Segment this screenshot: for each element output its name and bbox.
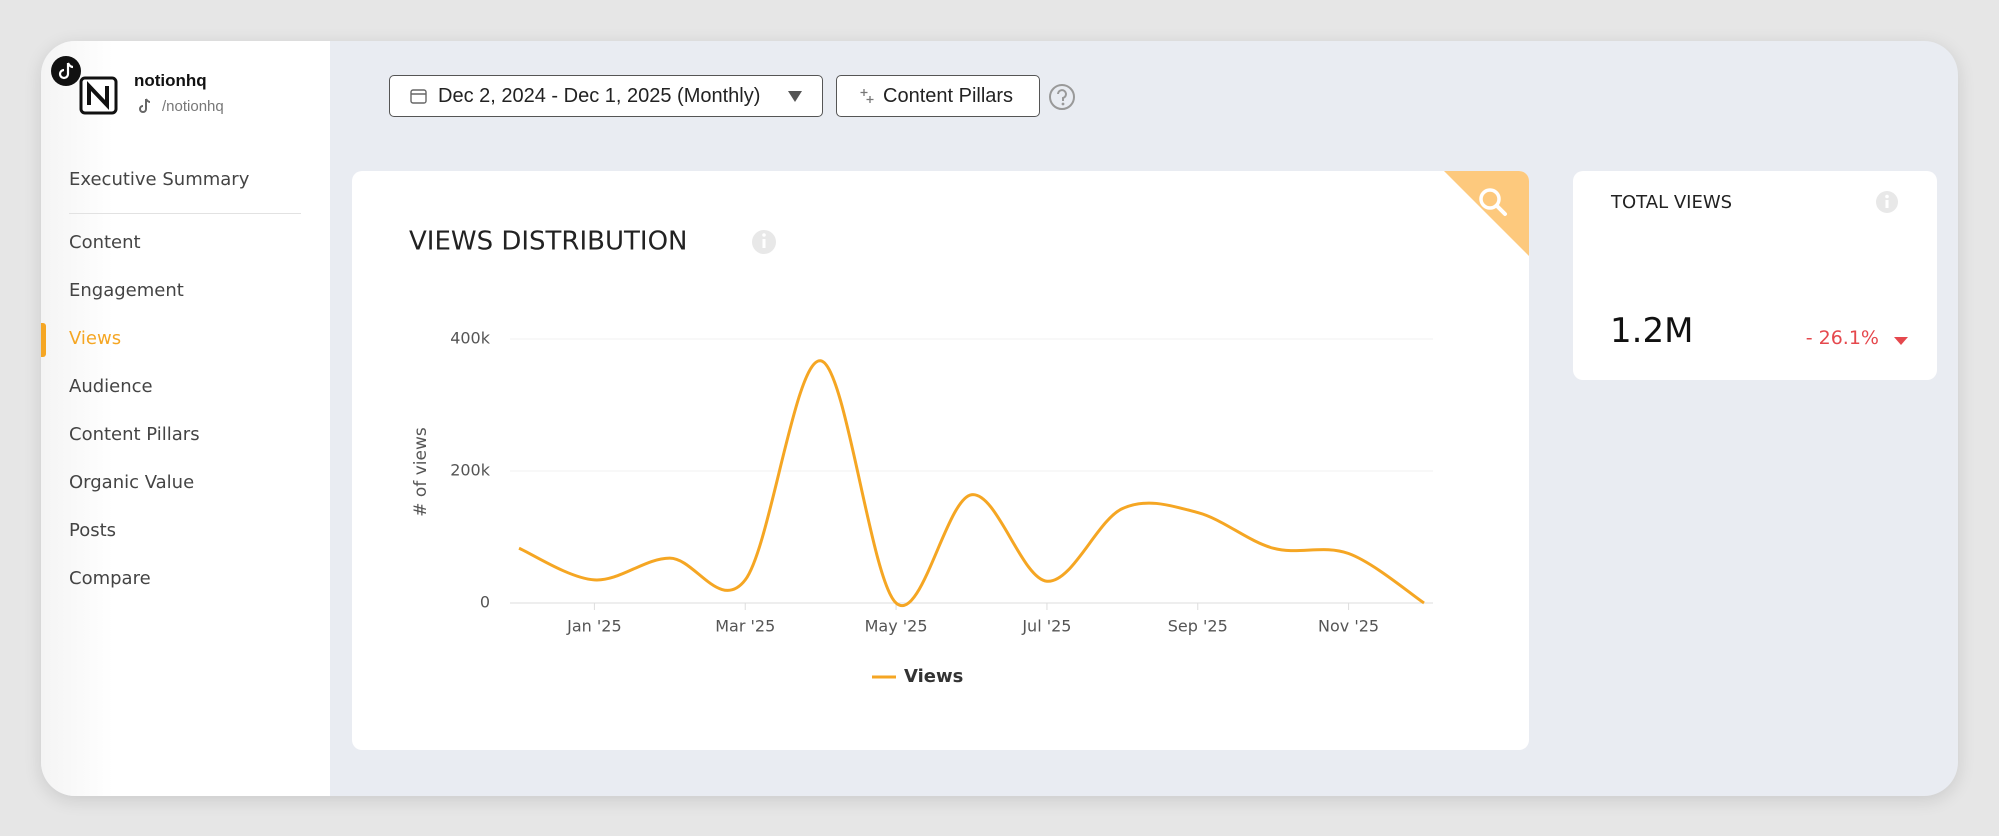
chart: VIEWS DISTRIBUTION # of views 0 200k 400k J… (409, 171, 1529, 687)
y-tick-label: 0 (480, 593, 490, 612)
x-tick-label: Jul '25 (1021, 617, 1071, 636)
nav-item[interactable]: Executive Summary (69, 169, 250, 190)
y-tick-label: 400k (450, 329, 491, 348)
x-tick-label: Sep '25 (1168, 617, 1228, 636)
y-axis-label: # of views (411, 427, 431, 517)
x-tick-label: Jan '25 (566, 617, 622, 636)
sidebar: notionhq /notionhq Executive Summary Cont… (41, 41, 330, 796)
filter-label: Content Pillars (883, 84, 1014, 107)
total-views-value: 1.2M (1610, 311, 1694, 351)
nav-item[interactable]: Content Pillars (69, 424, 200, 445)
down-arrow (1894, 337, 1908, 345)
total-views-title: TOTAL VIEWS (1611, 192, 1733, 213)
nav-item[interactable]: Views (69, 328, 122, 349)
x-tick-label: Mar '25 (715, 617, 775, 636)
views-card: VIEWS DISTRIBUTION # of views 0 200k 400k J… (352, 171, 1529, 750)
x-tick-label: May '25 (865, 617, 928, 636)
nav-item[interactable]: Organic Value (69, 472, 195, 493)
nav-item[interactable]: Audience (69, 376, 153, 397)
account-avatar (51, 56, 151, 115)
account-handle: /notionhq (162, 98, 224, 115)
total-views-card: TOTAL VIEWS 1.2M - 26.1% (1573, 171, 1937, 380)
help-icon[interactable] (1048, 83, 1076, 111)
chart-title: VIEWS DISTRIBUTION (409, 227, 688, 257)
account-name: notionhq (134, 71, 207, 90)
x-tick-label: Nov '25 (1318, 617, 1379, 636)
nav-item[interactable]: Posts (69, 520, 117, 541)
active-indicator (41, 323, 46, 357)
total-views-change: - 26.1% (1805, 327, 1879, 349)
content-pillars-button[interactable]: Content Pillars (836, 75, 1040, 117)
legend-label: Views (904, 666, 963, 687)
nav-item[interactable]: Content (69, 232, 141, 253)
app-window: notionhq /notionhq Executive Summary Cont… (41, 41, 1958, 796)
y-tick-label: 200k (450, 461, 491, 480)
line (518, 359, 1425, 608)
dropdown-arrow (788, 91, 802, 102)
nav-divider (69, 213, 301, 214)
info-icon (1876, 191, 1898, 213)
nav-item[interactable]: Compare (69, 568, 151, 589)
nav-item[interactable]: Engagement (69, 280, 184, 301)
date-range-button[interactable]: Dec 2, 2024 - Dec 1, 2025 (Monthly) (389, 75, 823, 117)
sparkle-icon (860, 89, 874, 103)
date-range: Dec 2, 2024 - Dec 1, 2025 (Monthly) (438, 84, 761, 107)
calendar-icon (410, 89, 427, 104)
